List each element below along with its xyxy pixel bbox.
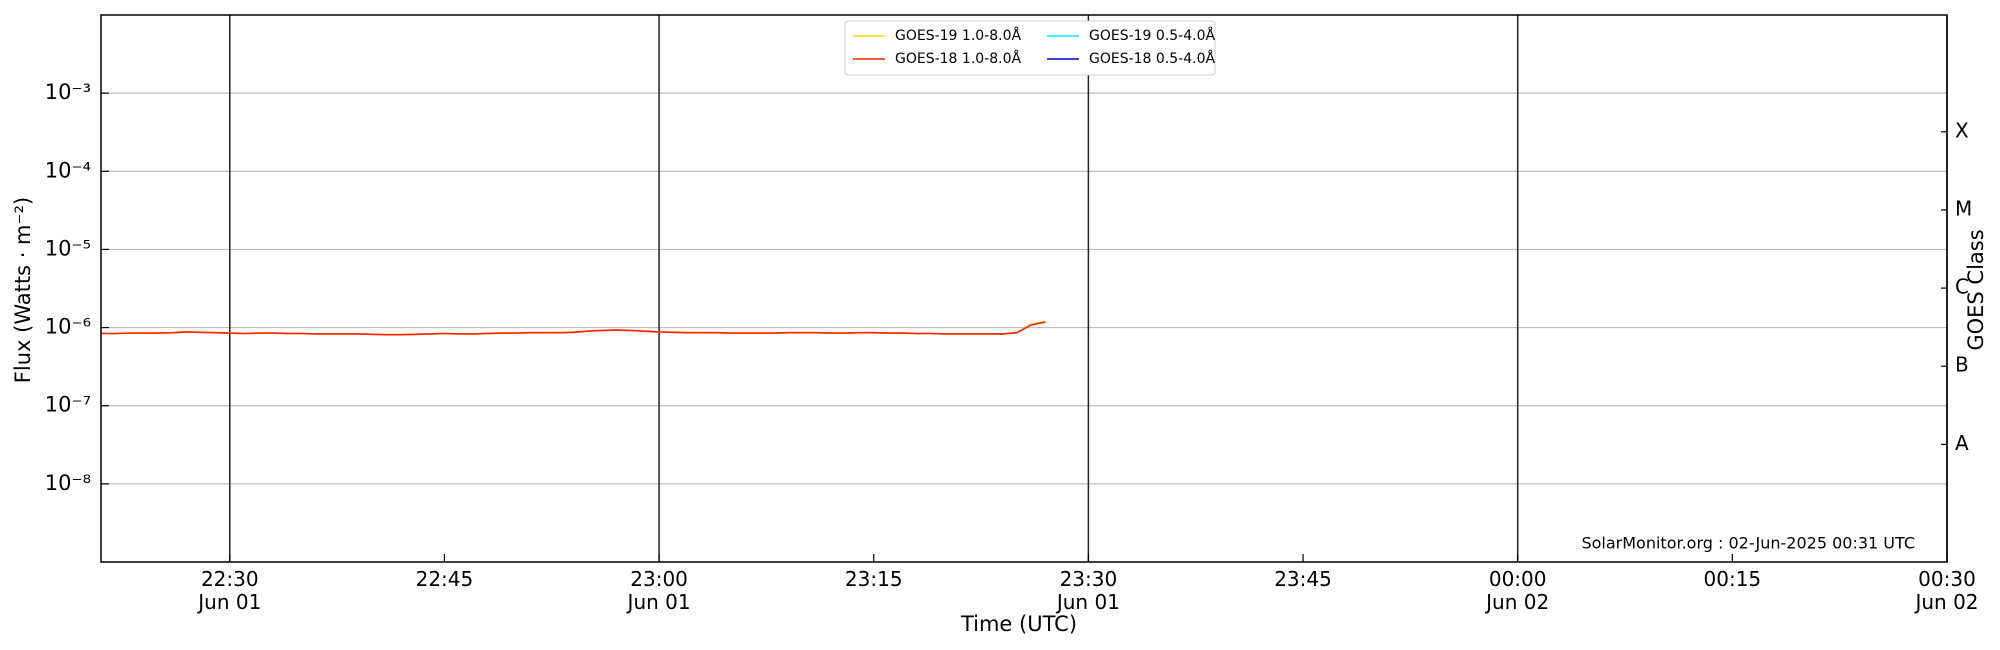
- y-axis-label: Flux (Watts · m⁻²): [11, 197, 35, 383]
- legend: GOES-19 1.0-8.0Å GOES-18 1.0-8.0Å GOES-19 …: [844, 20, 1216, 76]
- series-line: [101, 321, 1046, 336]
- plot-frame: [100, 14, 1948, 563]
- y-tick-label: 10⁻⁴: [45, 158, 91, 182]
- x-tick-label: 00:15: [1703, 567, 1762, 591]
- legend-label: GOES-19 1.0-8.0Å: [895, 27, 1021, 44]
- x-tick-label: 23:45: [1274, 567, 1332, 591]
- y-tick-label: 10⁻³: [45, 80, 91, 104]
- y-tick-label: 10⁻⁸: [45, 471, 91, 495]
- legend-box: [844, 20, 1216, 76]
- legend-label: GOES-18 1.0-8.0Å: [895, 50, 1021, 67]
- series-line: [101, 447, 1045, 570]
- x-tick-label: 22:45: [415, 567, 474, 591]
- y-tick-label: 10⁻⁵: [45, 236, 91, 260]
- x-tick-label: 23:15: [844, 567, 903, 591]
- legend-label: GOES-19 0.5-4.0Å: [1089, 27, 1215, 44]
- y2-axis-label: GOES Class: [1964, 229, 1988, 350]
- y2-tick-label: X: [1955, 118, 1969, 142]
- legend-label: GOES-18 0.5-4.0Å: [1089, 50, 1215, 67]
- series-line: [101, 441, 1045, 517]
- y2-tick-label: C: [1955, 275, 1969, 299]
- y2-tick-label: M: [1955, 196, 1972, 220]
- x-tick-label: 23:00 Jun 01: [627, 567, 691, 614]
- x-tick-label: 00:30 Jun 02: [1915, 567, 1979, 614]
- y-tick-label: 10⁻⁶: [45, 315, 91, 339]
- x-tick-label: 23:30 Jun 01: [1056, 567, 1120, 614]
- y-tick-label: 10⁻⁷: [45, 393, 91, 417]
- y2-tick-label: B: [1955, 353, 1969, 377]
- annotation: SolarMonitor.org : 02-Jun-2025 00:31 UTC: [1581, 534, 1915, 553]
- y2-tick-label: A: [1955, 431, 1969, 455]
- x-tick-label: 00:00 Jun 02: [1486, 567, 1550, 614]
- x-axis-label: Time (UTC): [960, 612, 1077, 636]
- x-tick-label: 22:30 Jun 01: [198, 567, 262, 614]
